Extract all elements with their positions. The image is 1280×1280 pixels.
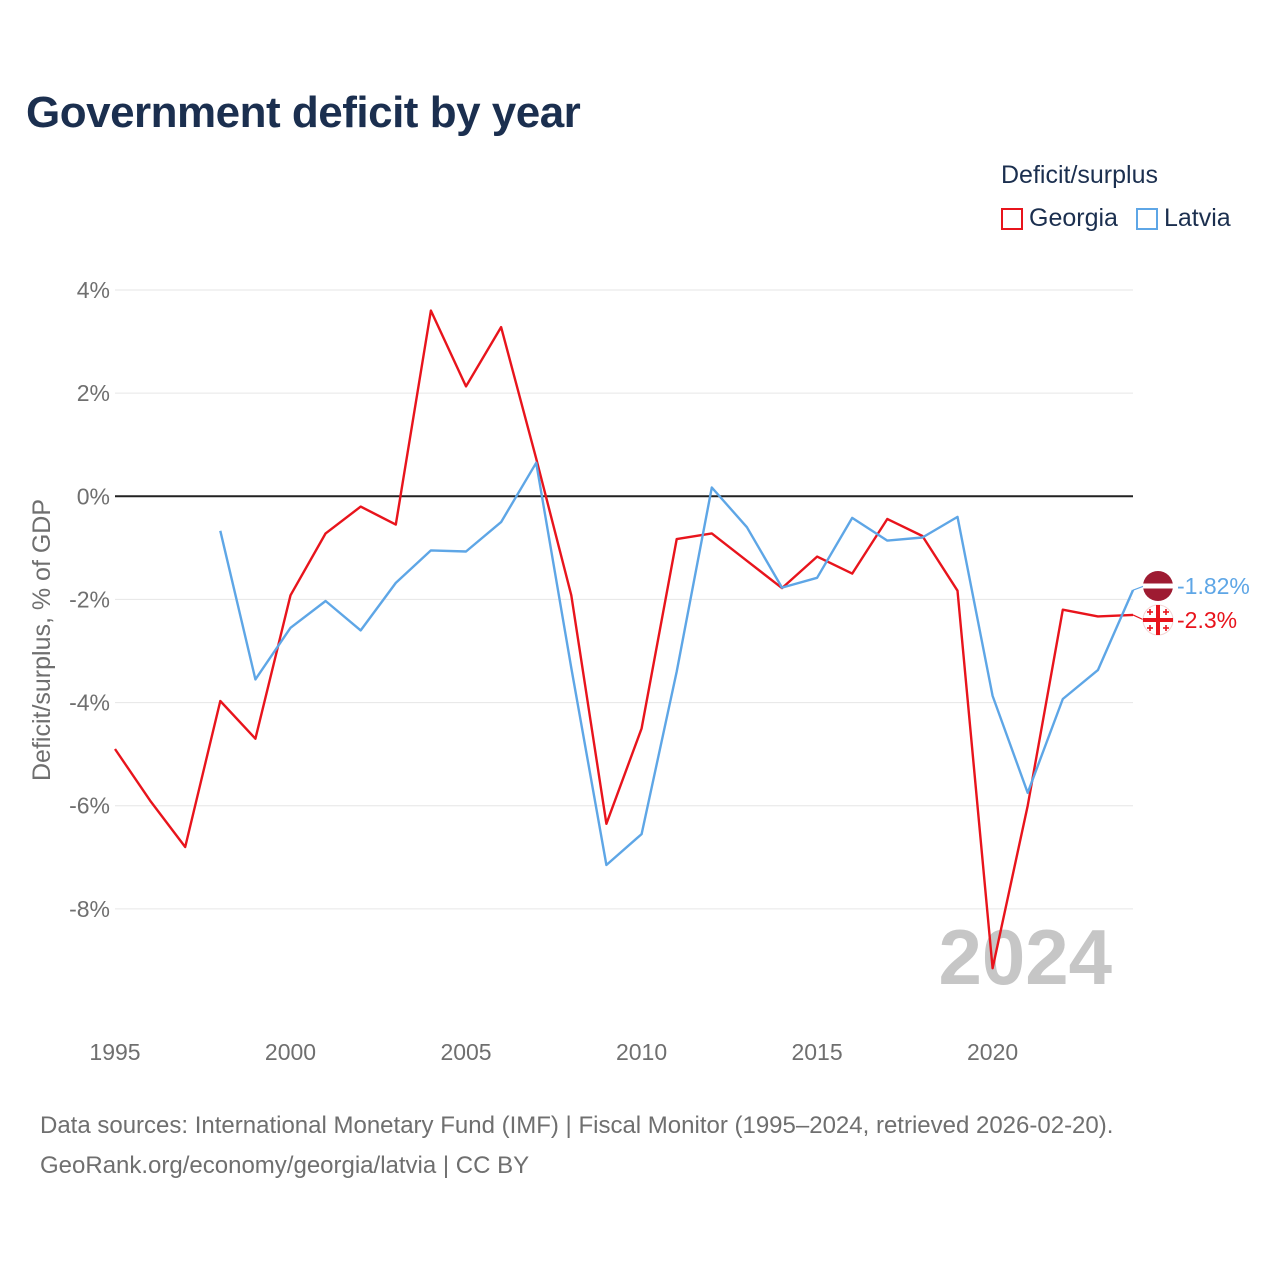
end-value-label-georgia: -2.3% bbox=[1177, 607, 1237, 633]
data-source-text: Data sources: International Monetary Fun… bbox=[40, 1112, 1114, 1139]
end-marker-latvia: -1.82% bbox=[1132, 571, 1250, 601]
y-axis-label: Deficit/surplus, % of GDP bbox=[28, 499, 56, 781]
legend-item-latvia[interactable]: Latvia bbox=[1135, 204, 1231, 233]
legend-item-georgia[interactable]: Georgia bbox=[1001, 204, 1118, 233]
chart-title: Government deficit by year bbox=[26, 88, 581, 137]
attribution-link[interactable]: GeoRank.org/economy/georgia/latvia | CC … bbox=[40, 1152, 530, 1179]
gridlines bbox=[115, 289, 1133, 910]
y-tick-label: 0% bbox=[77, 483, 110, 509]
x-tick-label: 2000 bbox=[265, 1039, 316, 1065]
end-value-label-latvia: -1.82% bbox=[1177, 573, 1250, 599]
x-tick-labels: 1995 2000 2005 2010 2015 2020 bbox=[89, 1039, 1018, 1065]
legend: Georgia Latvia bbox=[1001, 204, 1249, 233]
x-tick-label: 2005 bbox=[440, 1039, 491, 1065]
year-watermark: 2024 bbox=[938, 913, 1112, 1001]
legend-label-latvia: Latvia bbox=[1163, 204, 1231, 232]
footer: Data sources: International Monetary Fun… bbox=[40, 1106, 1113, 1186]
series-line-latvia[interactable] bbox=[219, 461, 1135, 867]
x-tick-label: 2010 bbox=[616, 1039, 667, 1065]
x-tick-label: 1995 bbox=[89, 1039, 140, 1065]
legend-label-georgia: Georgia bbox=[1029, 204, 1118, 232]
y-tick-label: -8% bbox=[69, 896, 110, 922]
end-marker-georgia: -2.3% bbox=[1132, 604, 1237, 636]
y-tick-label: -4% bbox=[69, 690, 110, 716]
y-tick-labels: 4% 2% 0% -2% -4% -6% -8% bbox=[69, 277, 110, 922]
series-lines bbox=[114, 309, 1135, 970]
line-chart: 4% 2% 0% -2% -4% -6% -8% 1995 2000 2005 2010 2015 2… bbox=[28, 277, 1250, 1065]
y-tick-label: -6% bbox=[69, 793, 110, 819]
y-tick-label: -2% bbox=[69, 586, 110, 612]
legend-swatch-georgia bbox=[1001, 207, 1023, 230]
y-tick-label: 2% bbox=[77, 380, 110, 406]
y-tick-label: 4% bbox=[77, 277, 110, 303]
legend-title: Deficit/surplus bbox=[1001, 161, 1158, 189]
series-line-georgia[interactable] bbox=[114, 309, 1134, 970]
x-tick-label: 2015 bbox=[791, 1039, 842, 1065]
x-tick-label: 2020 bbox=[967, 1039, 1018, 1065]
legend-swatch-latvia bbox=[1135, 207, 1158, 230]
end-markers: -2.3% -1.82% bbox=[1132, 571, 1250, 636]
